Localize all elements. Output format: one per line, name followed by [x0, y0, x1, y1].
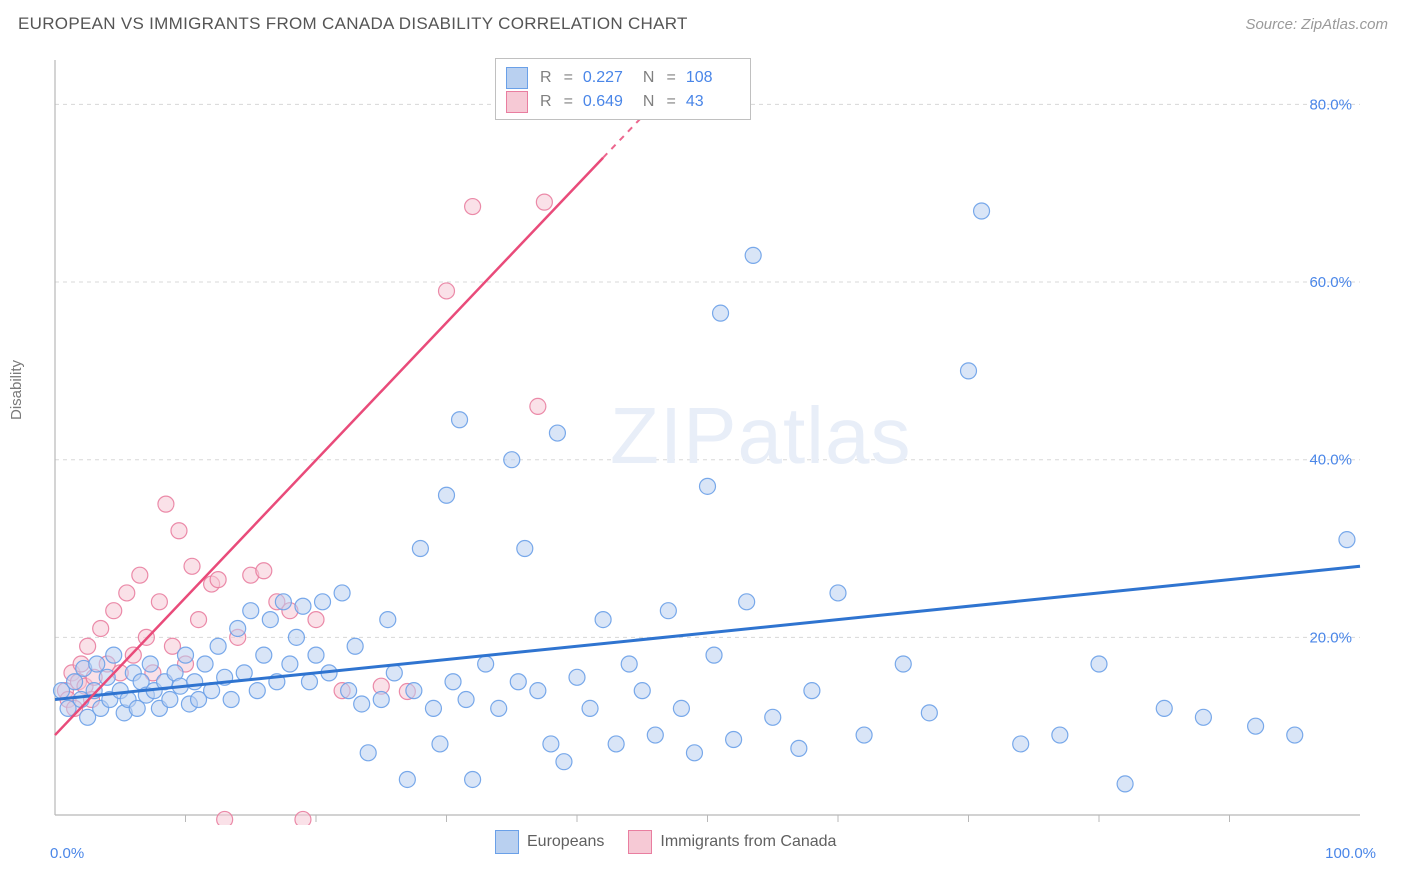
svg-text:20.0%: 20.0%: [1309, 629, 1352, 646]
swatch-europeans: [506, 67, 528, 89]
svg-text:80.0%: 80.0%: [1309, 96, 1352, 113]
stats-row-immigrants: R = 0.649 N = 43: [506, 91, 734, 113]
series-legend: Europeans Immigrants from Canada: [495, 830, 836, 854]
x-axis-start-label: 0.0%: [50, 845, 84, 862]
swatch-immigrants: [506, 91, 528, 113]
source-label: Source: ZipAtlas.com: [1245, 16, 1388, 33]
y-axis-label: Disability: [8, 360, 25, 420]
scatter-chart: 20.0% 40.0% 60.0% 80.0%: [50, 55, 1370, 825]
x-axis-end-label: 100.0%: [1325, 845, 1376, 862]
r-label: R: [540, 69, 552, 87]
n-label: N: [643, 69, 655, 87]
svg-text:60.0%: 60.0%: [1309, 274, 1352, 291]
svg-text:40.0%: 40.0%: [1309, 452, 1352, 469]
n-value-europeans: 108: [686, 69, 734, 87]
n-value-immigrants: 43: [686, 93, 726, 111]
stats-legend: R = 0.227 N = 108 R = 0.649 N = 43: [495, 58, 751, 120]
legend-label-immigrants: Immigrants from Canada: [660, 833, 836, 851]
r-label: R: [540, 93, 552, 111]
legend-label-europeans: Europeans: [527, 833, 604, 851]
stats-row-europeans: R = 0.227 N = 108: [506, 67, 734, 89]
swatch-immigrants: [628, 830, 652, 854]
legend-item-immigrants: Immigrants from Canada: [628, 830, 836, 854]
chart-title: EUROPEAN VS IMMIGRANTS FROM CANADA DISAB…: [18, 14, 688, 34]
r-value-immigrants: 0.649: [583, 93, 631, 111]
n-label: N: [643, 93, 655, 111]
r-value-europeans: 0.227: [583, 69, 631, 87]
legend-item-europeans: Europeans: [495, 830, 604, 854]
swatch-europeans: [495, 830, 519, 854]
chart-area: 20.0%40.0%60.0%80.0% ZIPatlas R = 0.227 …: [50, 55, 1370, 825]
